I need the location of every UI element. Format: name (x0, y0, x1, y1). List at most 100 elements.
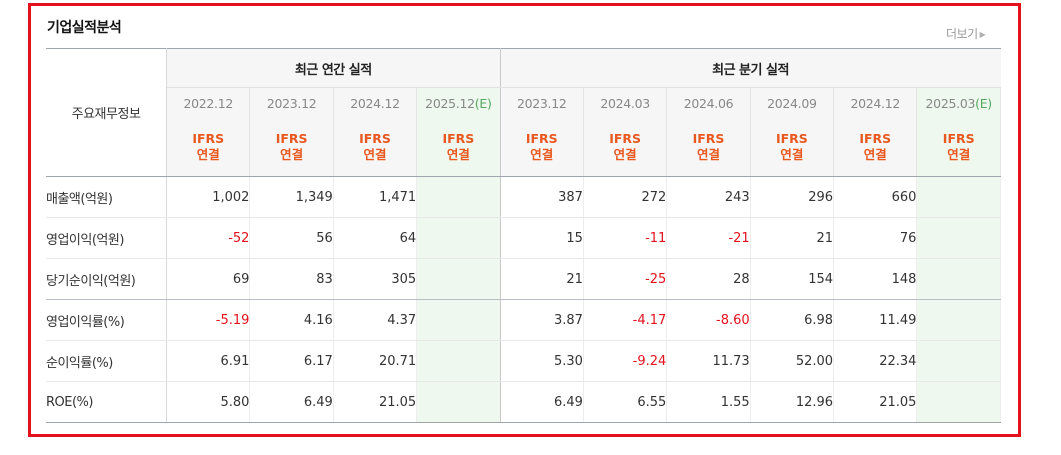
table-row: ROE(%) 5.80 6.49 21.05 6.49 6.55 1.55 12.96 21.0… (46, 381, 1001, 423)
table-cell: 20.71 (333, 340, 418, 382)
table-cell: 22.34 (833, 340, 918, 382)
table-cell: 1,002 (166, 176, 251, 218)
table-cell: 3.87 (500, 299, 584, 341)
ifrs-label: IFRS (775, 131, 808, 147)
period-label: 2022.12 (183, 95, 234, 111)
estimate-mark: (E) (975, 95, 992, 111)
period-label: 2023.12 (516, 95, 567, 111)
row-label: 영업이익률(%) (46, 299, 168, 341)
table-row: 영업이익(억원) -52 56 64 15 -11 -21 21 76 (46, 217, 1001, 259)
period-header: 2024.09 (750, 87, 835, 119)
consolidated-label: 연결 (613, 147, 637, 163)
period-label: 2024.03 (600, 95, 650, 111)
table-cell (916, 299, 1001, 341)
table-cell: 21 (750, 217, 835, 259)
ifrs-label: IFRS (442, 131, 475, 147)
financial-table: 주요재무정보 최근 연간 실적 최근 분기 실적 2022.12 2023.12 2… (46, 48, 1001, 423)
consolidated-label: 연결 (196, 147, 220, 163)
table-cell: 272 (583, 176, 668, 218)
ifrs-badge: IFRS 연결 (249, 118, 334, 177)
consolidated-label: 연결 (947, 147, 971, 163)
table-cell: 83 (249, 258, 334, 300)
table-cell: 4.16 (249, 299, 334, 341)
table-cell (416, 299, 501, 341)
period-label: 2024.06 (683, 95, 734, 111)
table-cell: 5.80 (166, 381, 251, 423)
row-label: ROE(%) (46, 381, 168, 423)
table-cell: 69 (166, 258, 251, 300)
consolidated-label: 연결 (863, 147, 887, 163)
table-cell: -9.24 (583, 340, 668, 382)
table-cell: 6.49 (249, 381, 334, 423)
period-header: 2024.06 (666, 87, 751, 119)
table-cell: 243 (666, 176, 751, 218)
table-cell (416, 258, 501, 300)
table-cell (916, 176, 1001, 218)
table-cell: -21 (666, 217, 751, 259)
table-cell: 387 (500, 176, 584, 218)
table-cell: 21 (500, 258, 584, 300)
consolidated-label: 연결 (446, 147, 470, 163)
consolidated-label: 연결 (530, 147, 554, 163)
ifrs-label: IFRS (192, 131, 225, 147)
table-cell: 1,471 (333, 176, 418, 218)
period-header: 2024.03 (583, 87, 668, 119)
ifrs-badge: IFRS 연결 (583, 118, 668, 177)
more-link[interactable]: 더보기 ▶ (946, 25, 986, 42)
ifrs-badge: IFRS 연결 (916, 118, 1001, 177)
consolidated-label: 연결 (696, 147, 720, 163)
group-header-quarterly: 최근 분기 실적 (500, 48, 1001, 88)
table-cell: 56 (249, 217, 334, 259)
table-cell: -25 (583, 258, 668, 300)
table-cell (416, 217, 501, 259)
more-link-label: 더보기 (946, 27, 978, 41)
period-label: 2025.12 (425, 95, 475, 111)
table-cell: 21.05 (333, 381, 418, 423)
table-cell: 21.05 (833, 381, 918, 423)
period-header: 2023.12 (500, 87, 584, 119)
ifrs-badge: IFRS 연결 (750, 118, 835, 177)
ifrs-badge: IFRS 연결 (416, 118, 501, 177)
table-row: 영업이익률(%) -5.19 4.16 4.37 3.87 -4.17 -8.60 6.98 1… (46, 299, 1001, 341)
table-cell: 12.96 (750, 381, 835, 423)
table-row: 순이익률(%) 6.91 6.17 20.71 5.30 -9.24 11.73 52.00 2… (46, 340, 1001, 382)
table-cell: 76 (833, 217, 918, 259)
table-cell: 660 (833, 176, 918, 218)
estimate-mark: (E) (474, 95, 492, 111)
table-cell: 1.55 (666, 381, 751, 423)
table-cell: 28 (666, 258, 751, 300)
table-cell: 154 (750, 258, 835, 300)
chevron-right-icon: ▶ (979, 30, 986, 39)
row-label: 당기순이익(억원) (46, 258, 168, 300)
ifrs-label: IFRS (525, 131, 558, 147)
ifrs-badge: IFRS 연결 (166, 118, 251, 177)
table-cell: 15 (500, 217, 584, 259)
period-label: 2024.12 (850, 95, 901, 111)
ifrs-label: IFRS (359, 131, 391, 147)
table-cell: 1,349 (249, 176, 334, 218)
consolidated-label: 연결 (280, 147, 304, 163)
table-cell (416, 176, 501, 218)
period-header: 2024.12 (333, 87, 418, 119)
consolidated-label: 연결 (363, 147, 387, 163)
table-cell (916, 258, 1001, 300)
ifrs-badge: IFRS 연결 (666, 118, 751, 177)
table-cell: 148 (833, 258, 918, 300)
table-cell: -5.19 (166, 299, 251, 341)
table-cell (916, 381, 1001, 423)
table-cell (916, 340, 1001, 382)
table-cell: 305 (333, 258, 418, 300)
table-cell: 11.49 (833, 299, 918, 341)
table-row: 매출액(억원) 1,002 1,349 1,471 387 272 243 296 660 (46, 176, 1001, 218)
ifrs-label: IFRS (942, 131, 975, 147)
row-label: 매출액(억원) (46, 176, 168, 218)
table-cell: 6.91 (166, 340, 251, 382)
table-cell: 6.55 (583, 381, 668, 423)
ifrs-badge: IFRS 연결 (833, 118, 918, 177)
table-cell: -4.17 (583, 299, 668, 341)
ifrs-label: IFRS (609, 131, 642, 147)
ifrs-badge: IFRS 연결 (333, 118, 418, 177)
table-cell: 6.49 (500, 381, 584, 423)
ifrs-label: IFRS (275, 131, 308, 147)
period-header: 2025.03(E) (916, 87, 1001, 119)
